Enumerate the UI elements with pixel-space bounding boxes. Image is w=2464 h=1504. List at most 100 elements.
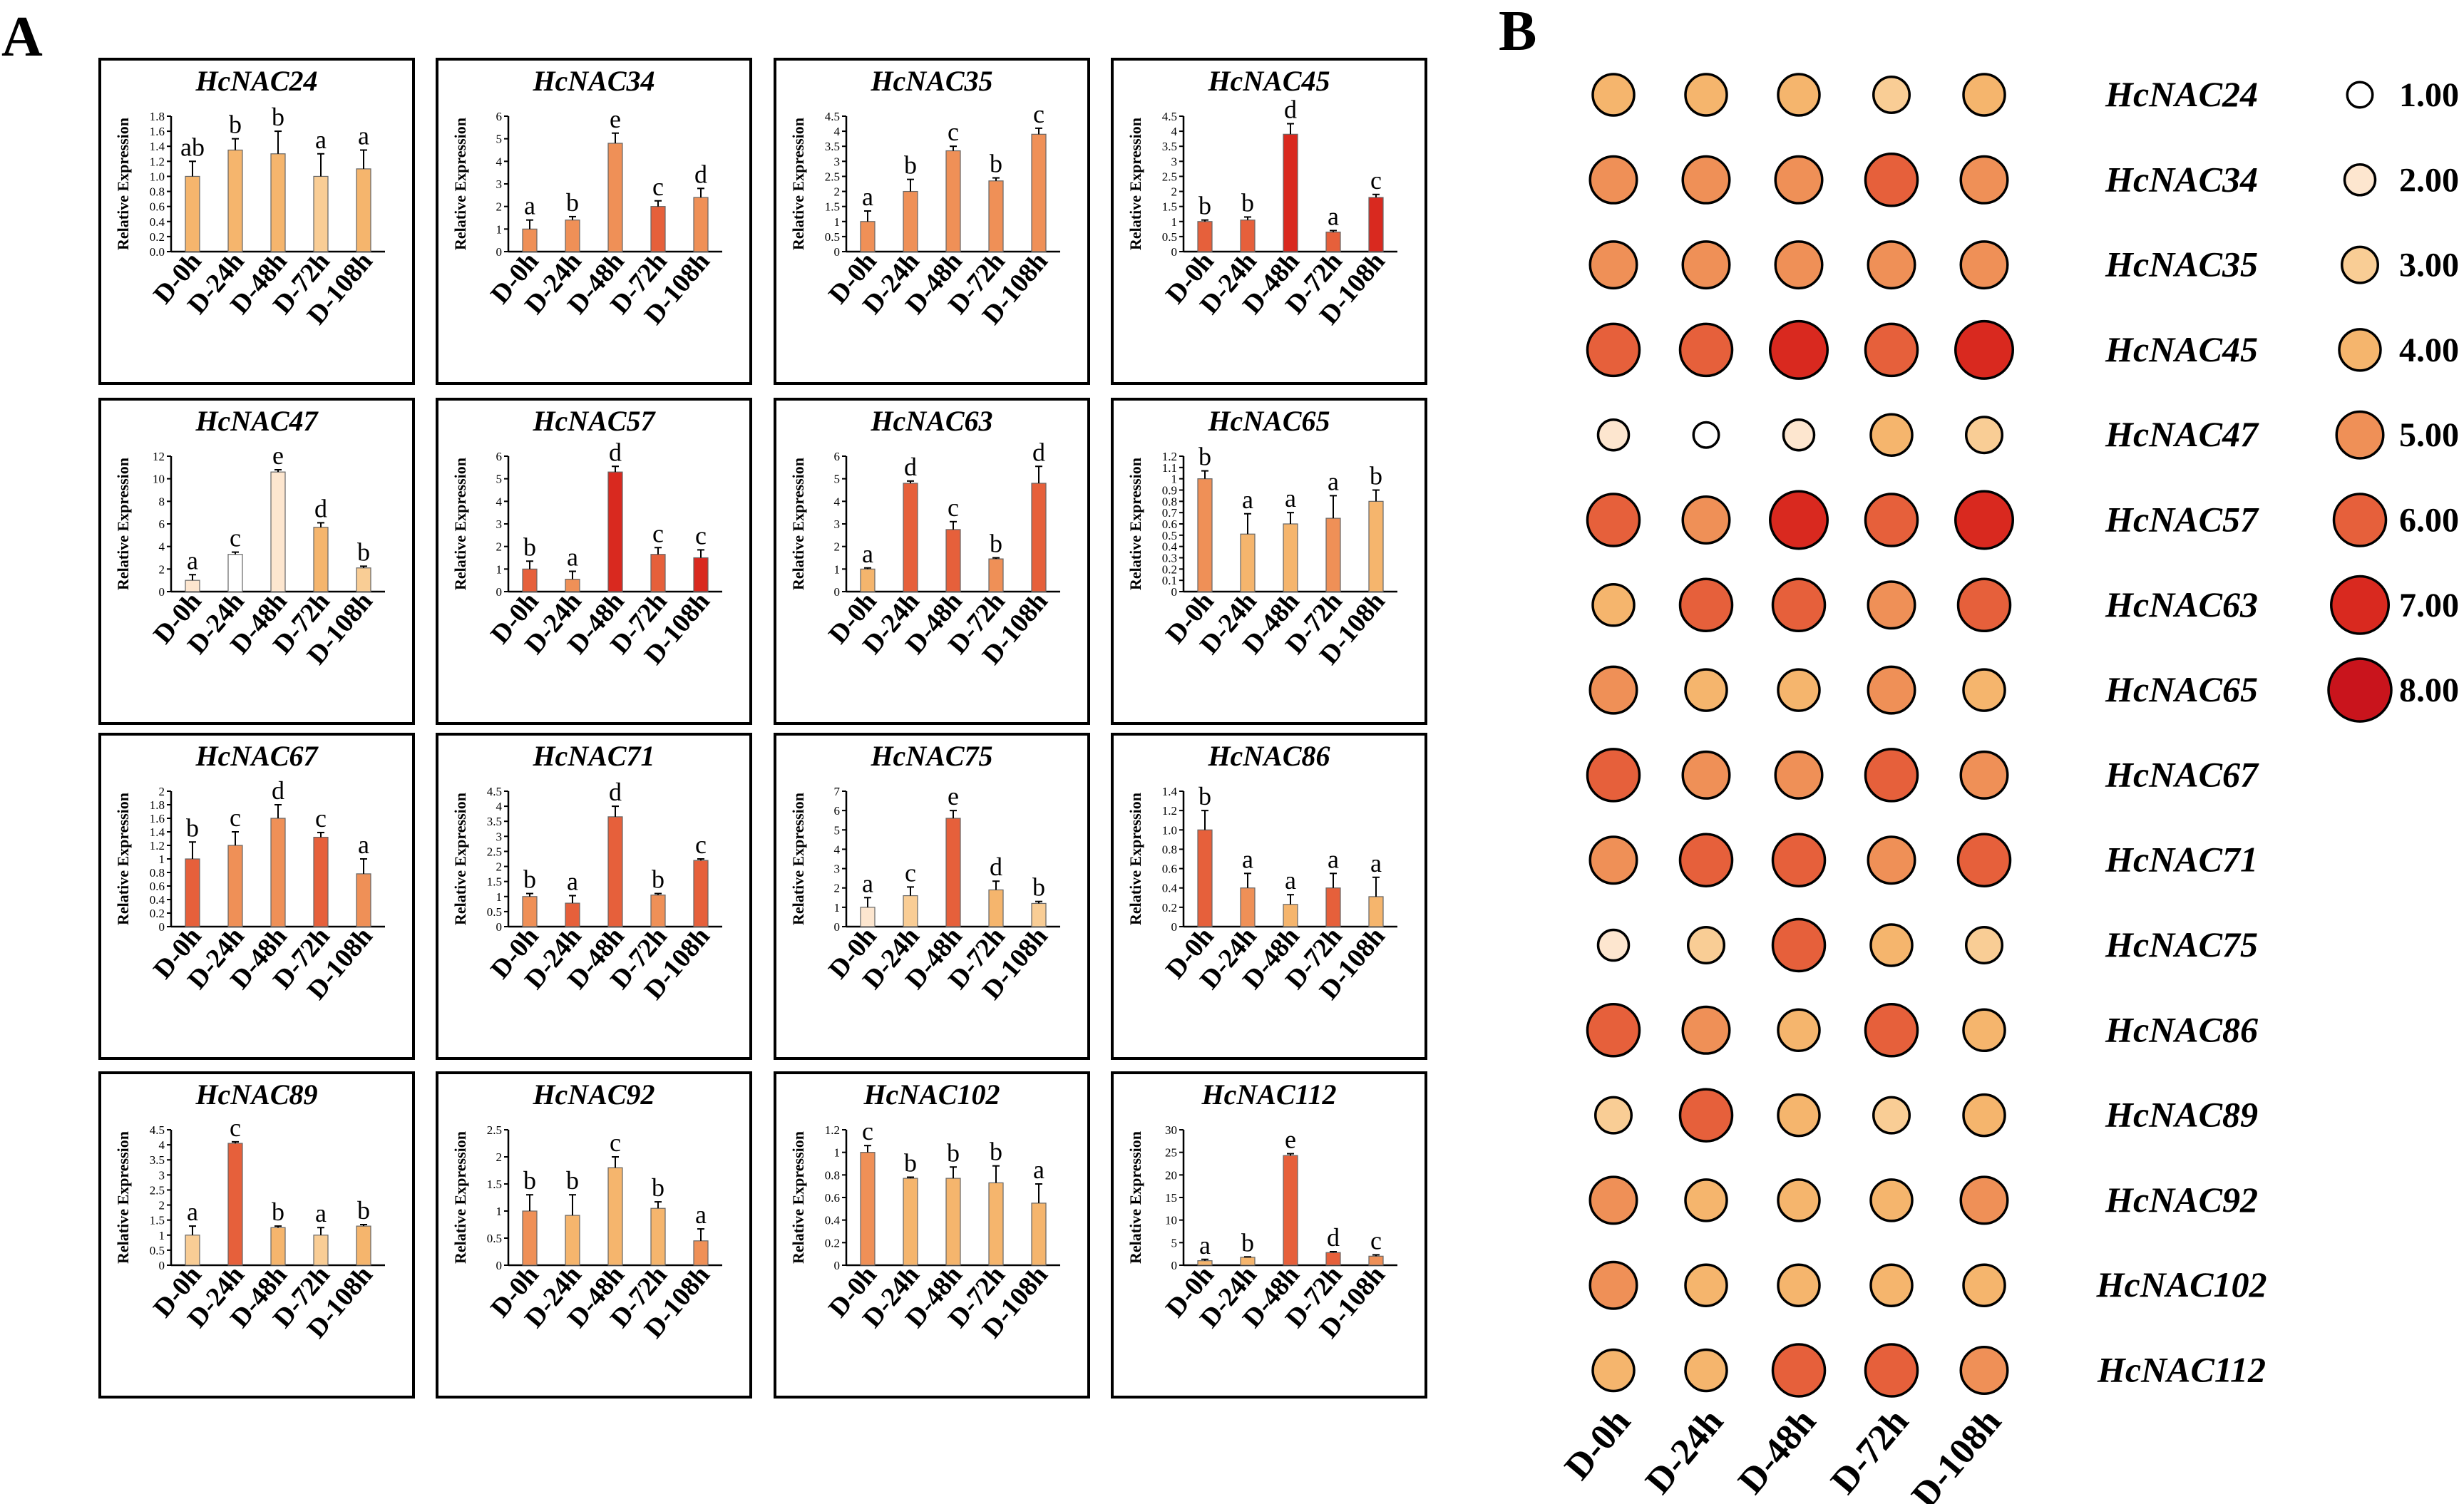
- y-tick-label: 1: [834, 562, 841, 576]
- y-tick-label: 10: [153, 473, 165, 486]
- y-tick-label: 0: [496, 1259, 503, 1272]
- y-tick-label: 1: [834, 215, 841, 229]
- significance-letter: c: [1370, 1226, 1382, 1255]
- significance-letter: a: [1328, 845, 1339, 873]
- bar: [693, 197, 709, 252]
- y-tick-label: 1.2: [150, 155, 165, 168]
- bar: [860, 221, 876, 252]
- y-tick-label: 3: [834, 517, 841, 531]
- significance-letter: e: [272, 441, 284, 470]
- significance-letter: b: [357, 1196, 370, 1225]
- heatmap-bubble: [1769, 490, 1829, 550]
- chart-frame: [774, 1071, 1090, 1399]
- significance-letter: a: [1242, 845, 1253, 873]
- chart-title: HcNAC47: [195, 405, 319, 437]
- chart-frame: [98, 58, 415, 385]
- legend-label: 6.00: [2399, 502, 2459, 540]
- y-tick-label: 2: [159, 562, 165, 576]
- significance-letter: c: [652, 172, 664, 201]
- heatmap-bubble: [1771, 577, 1827, 633]
- bar: [1368, 500, 1384, 592]
- bar: [565, 1215, 580, 1266]
- chart-frame: [98, 398, 415, 725]
- heatmap-bubble: [1864, 1343, 1919, 1398]
- significance-letter: b: [1241, 188, 1254, 217]
- bar-chart-hcnac86: HcNAC86 Relative Expression 0 0.2 0.4 0.6 0.8 1…: [1111, 733, 1427, 1060]
- significance-letter: d: [1327, 1223, 1340, 1252]
- y-tick-label: 5: [834, 473, 841, 486]
- bar: [313, 1235, 329, 1266]
- y-tick-label: 2.5: [825, 170, 840, 183]
- row-label: HcNAC57: [2105, 500, 2259, 540]
- significance-letter: a: [567, 867, 578, 896]
- y-tick-label: 4: [496, 495, 503, 508]
- legend-label: 5.00: [2399, 416, 2459, 454]
- y-axis-label: Relative Expression: [451, 118, 469, 250]
- significance-letter: b: [990, 1138, 1002, 1166]
- legend-label: 1.00: [2399, 76, 2459, 114]
- y-axis-label: Relative Expression: [1126, 118, 1144, 250]
- heatmap-bubble: [1596, 418, 1631, 452]
- chart-title: HcNAC92: [532, 1078, 654, 1111]
- significance-letter: a: [567, 543, 578, 572]
- y-tick-label: 3.5: [825, 140, 840, 153]
- y-tick-label: 2: [1171, 185, 1178, 199]
- heatmap-bubble: [1869, 1178, 1914, 1222]
- y-tick-label: 1.2: [150, 839, 165, 853]
- significance-letter: b: [652, 1173, 664, 1202]
- y-tick-label: 1.5: [487, 875, 502, 889]
- chart-frame: [1111, 733, 1427, 1060]
- significance-letter: ab: [180, 133, 205, 161]
- significance-letter: b: [947, 1138, 960, 1167]
- row-label: HcNAC71: [2105, 840, 2258, 880]
- heatmap-bubble: [1864, 322, 1919, 378]
- heatmap-bubble: [1684, 73, 1728, 117]
- y-tick-label: 4: [159, 540, 165, 554]
- bar-chart-hcnac71: HcNAC71 Relative Expression 00.511.52 2.5 3 3…: [436, 733, 752, 1060]
- significance-letter: d: [314, 494, 327, 522]
- bar: [1240, 220, 1256, 252]
- bar: [185, 175, 200, 252]
- y-tick-label: 2: [834, 185, 841, 199]
- heatmap-bubble: [1774, 155, 1824, 205]
- heatmap-bubble: [1591, 73, 1636, 117]
- panel-b: HcNAC24 HcNAC34 HcNAC35 HcNAC45 HcNAC47 HcNAC…: [1557, 73, 2459, 1504]
- bar: [1283, 1155, 1298, 1266]
- y-tick-label: 5: [496, 473, 503, 486]
- significance-letter: b: [1241, 1228, 1254, 1257]
- y-tick-label: 8: [159, 495, 165, 508]
- bar: [988, 558, 1004, 592]
- chart-frame: [436, 733, 752, 1060]
- row-label: HcNAC63: [2105, 584, 2258, 624]
- significance-letter: e: [610, 105, 621, 133]
- heatmap-bubble: [1959, 240, 2009, 290]
- significance-letter: c: [315, 804, 327, 833]
- legend-label: 7.00: [2399, 587, 2459, 624]
- significance-letter: e: [948, 782, 959, 810]
- y-tick-label: 4.5: [150, 1123, 165, 1137]
- significance-letter: a: [862, 869, 873, 897]
- column-label: D-72h: [1823, 1401, 1916, 1502]
- chart-frame: [436, 58, 752, 385]
- y-tick-label: 10: [1165, 1214, 1177, 1227]
- significance-letter: c: [230, 524, 241, 552]
- heatmap-bubble: [1771, 1343, 1827, 1398]
- chart-title: HcNAC67: [195, 740, 319, 772]
- heatmap-bubble: [1954, 490, 2014, 550]
- significance-letter: a: [1033, 1155, 1044, 1184]
- y-tick-label: 2: [496, 860, 503, 874]
- chart-title: HcNAC86: [1207, 740, 1330, 772]
- y-tick-label: 0.6: [1162, 517, 1177, 531]
- significance-letter: c: [230, 1113, 241, 1142]
- significance-letter: d: [272, 776, 284, 805]
- significance-letter: a: [1199, 1231, 1211, 1260]
- heatmap-bubble: [1869, 413, 1914, 457]
- y-tick-label: 2: [834, 540, 841, 554]
- y-tick-label: 4: [1171, 125, 1178, 138]
- heatmap-bubble: [1867, 665, 1916, 715]
- y-tick-label: 0.6: [150, 200, 165, 214]
- bar: [1283, 133, 1298, 252]
- heatmap-bubble: [1959, 1175, 2009, 1225]
- y-tick-label: 1.4: [150, 825, 165, 839]
